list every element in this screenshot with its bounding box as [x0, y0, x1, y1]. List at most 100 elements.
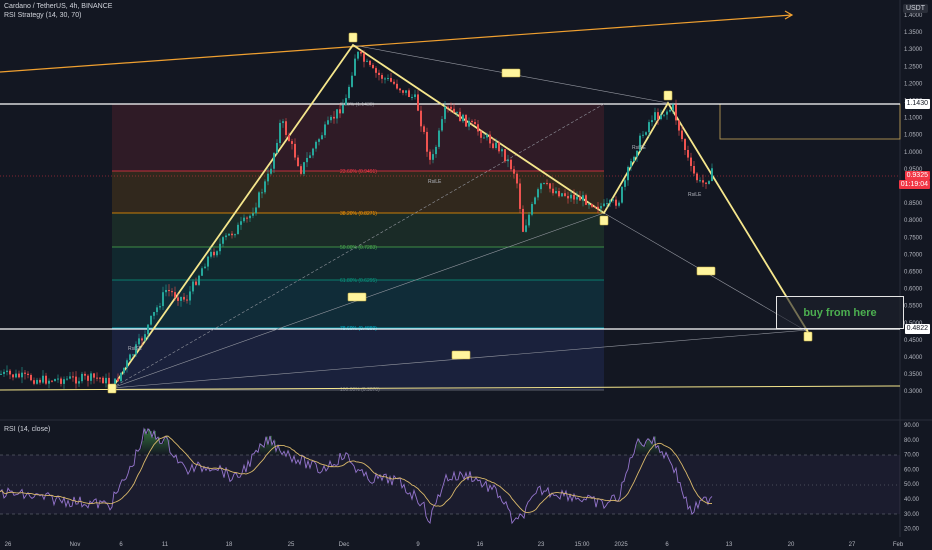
price-tick: 1.2500: [904, 64, 923, 70]
candle-body: [621, 186, 623, 203]
candle-body: [15, 373, 17, 378]
candle-body: [51, 380, 53, 382]
candle-body: [576, 196, 578, 200]
candle-body: [504, 149, 506, 162]
candle-body: [30, 374, 32, 381]
candle-body: [0, 373, 2, 375]
candle-body: [321, 135, 323, 140]
price-tick: 0.9500: [904, 167, 923, 173]
candle-body: [564, 193, 566, 196]
candle-body: [531, 203, 533, 215]
candle-body: [654, 112, 656, 121]
fib-retracement[interactable]: 0.00% (1.1430) 23.60% (0.9491) 38.20% (0…: [112, 102, 604, 393]
candle-body: [678, 120, 680, 131]
candle-body: [234, 234, 236, 236]
candle-body: [363, 53, 365, 62]
candle-body: [486, 134, 488, 138]
time-tick: 25: [288, 542, 295, 548]
candle-body: [192, 281, 194, 292]
time-tick: 26: [5, 542, 12, 548]
price-tick: 1.0500: [904, 133, 923, 139]
candle-body: [177, 297, 179, 301]
price-tick: 0.6000: [904, 287, 923, 293]
candle-body: [471, 120, 473, 123]
rsi-tick: 40.00: [904, 497, 920, 503]
time-tick: 2025: [614, 542, 628, 548]
candle-body: [81, 373, 83, 382]
candle-body: [297, 157, 299, 167]
candle-body: [129, 354, 131, 361]
harmonic-pattern[interactable]: [111, 43, 809, 389]
candle-body: [384, 78, 386, 80]
currency-unit[interactable]: USDT: [902, 4, 928, 13]
candle-body: [327, 120, 329, 125]
price-tick: 1.1000: [904, 116, 923, 122]
candle-body: [426, 131, 428, 152]
candle-body: [510, 159, 512, 170]
candle-body: [99, 377, 101, 379]
candle-body: [642, 134, 644, 136]
resistance-box[interactable]: [719, 103, 901, 140]
candle-body: [306, 157, 308, 163]
candle-body: [93, 373, 95, 378]
candlestick-series[interactable]: [0, 50, 713, 392]
candle-body: [303, 162, 305, 174]
price-axis[interactable]: 1.40001.35001.30001.25001.20001.15001.10…: [904, 13, 923, 395]
candle-body: [261, 192, 263, 194]
time-tick: Dec: [339, 542, 350, 548]
candle-body: [24, 372, 26, 374]
candle-body: [399, 88, 401, 91]
candle-body: [624, 180, 626, 187]
time-tick: Feb: [893, 542, 904, 548]
time-tick: 6: [119, 542, 123, 548]
time-axis[interactable]: 26 Nov 6 11 18 25 Dec 9 16 23 15:00 2025 6 13 20 27 Feb: [5, 542, 904, 548]
candle-body: [267, 173, 269, 182]
candle-body: [480, 131, 482, 138]
candle-body: [381, 74, 383, 79]
candle-body: [402, 90, 404, 93]
candle-body: [159, 306, 161, 308]
candle-body: [102, 377, 104, 384]
candle-body: [273, 152, 275, 169]
candle-body: [483, 137, 485, 139]
candle-body: [18, 373, 20, 378]
candle-body: [666, 111, 668, 115]
rising-trendline[interactable]: [0, 10, 794, 73]
buy-zone-note[interactable]: buy from here: [776, 296, 904, 329]
candle-body: [408, 90, 410, 97]
candle-body: [57, 378, 59, 380]
candle-body: [276, 142, 278, 153]
candle-body: [588, 204, 590, 206]
candle-body: [165, 289, 167, 293]
candle-body: [288, 134, 290, 142]
candle-body: [114, 378, 116, 389]
candle-body: [96, 377, 98, 379]
price-tick: 0.4000: [904, 355, 923, 361]
candle-body: [528, 214, 530, 226]
candle-body: [522, 208, 524, 232]
rsi-tick: 70.00: [904, 453, 920, 459]
price-tick: 1.3500: [904, 30, 923, 36]
rsi-tick: 80.00: [904, 438, 920, 444]
candle-body: [33, 380, 35, 384]
candle-body: [240, 221, 242, 225]
base-support-line[interactable]: [0, 385, 901, 391]
candle-body: [423, 126, 425, 132]
indicator-legend[interactable]: RSI Strategy (14, 30, 70): [4, 12, 82, 19]
candle-body: [693, 165, 695, 174]
price-tick: 0.8500: [904, 201, 923, 207]
candle-body: [696, 173, 698, 181]
time-tick: 27: [849, 542, 856, 548]
strategy-label: RsiSE: [128, 346, 143, 352]
candle-body: [534, 197, 536, 204]
price-tick: 0.5500: [904, 304, 923, 310]
candle-body: [9, 370, 11, 375]
pattern-points[interactable]: [107, 32, 813, 394]
rsi-pane[interactable]: 90.00 80.00 70.00 60.00 50.00 40.00 30.00 20.00: [0, 423, 920, 533]
candle-body: [222, 237, 224, 244]
candle-body: [138, 338, 140, 345]
candle-body: [204, 266, 206, 269]
fib-label-0: 0.00% (1.1430): [340, 102, 375, 108]
candle-body: [369, 60, 371, 65]
